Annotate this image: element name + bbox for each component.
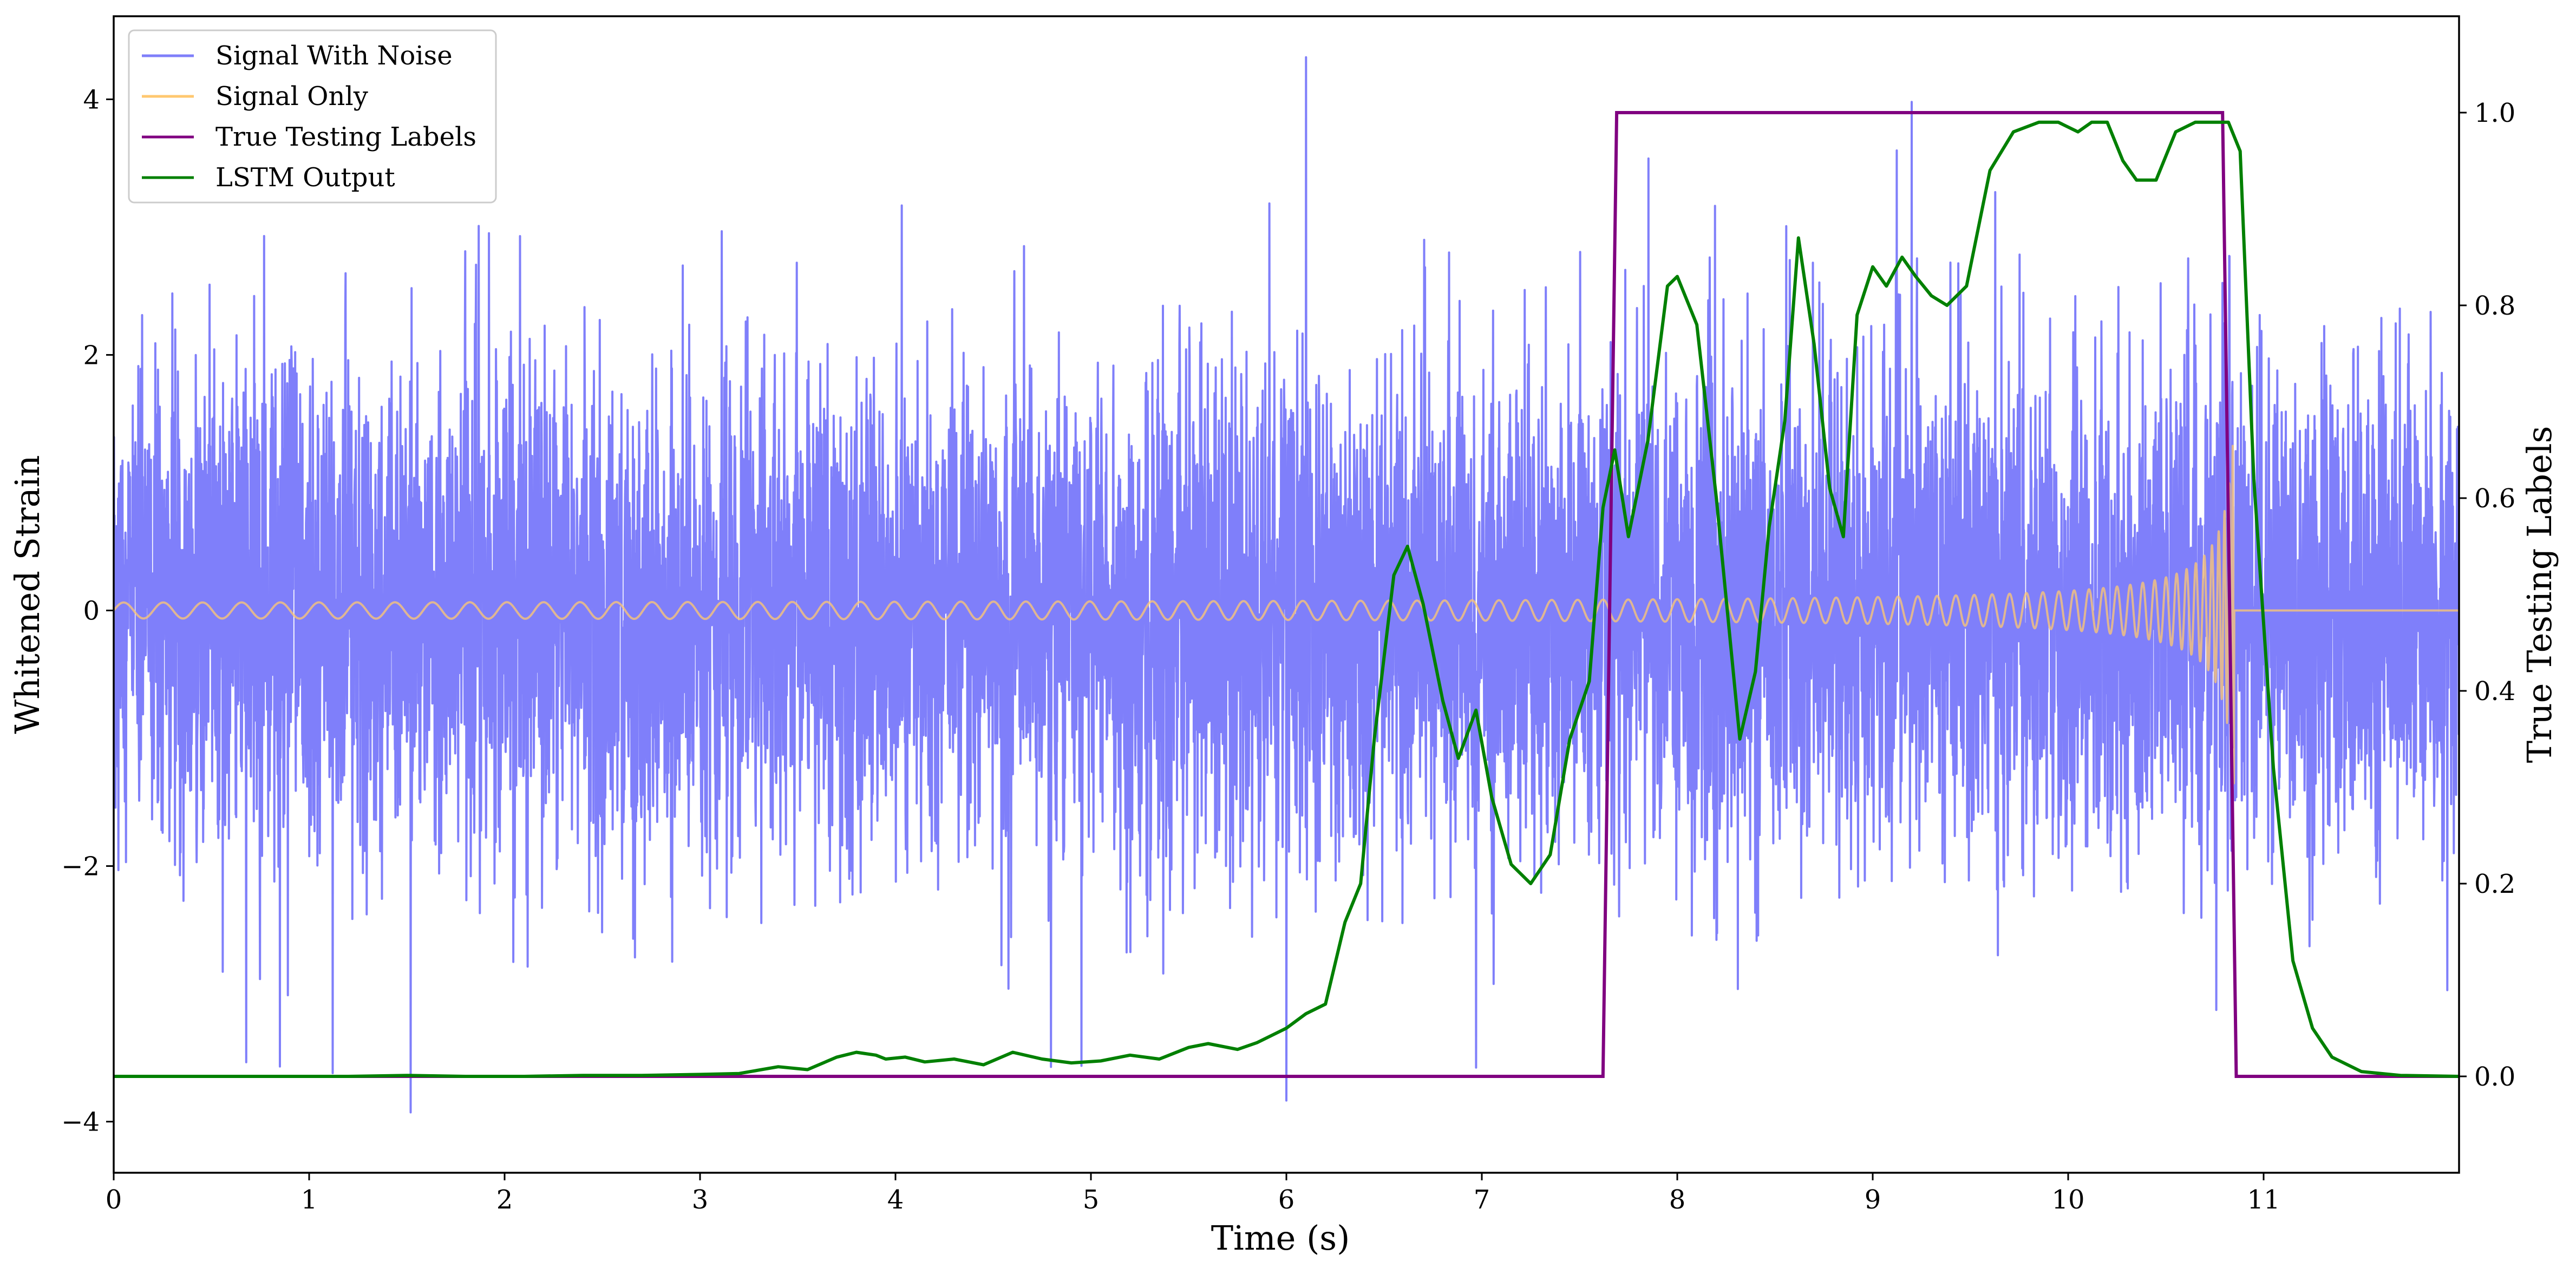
series-line-lstm-output (114, 120, 2459, 1078)
y-tick-label: −2 (61, 852, 100, 882)
y-axis-title: Whitened Strain (8, 455, 47, 734)
y-axis-right: 0.0 0.2 0.4 0.6 0.8 1.0 (2459, 98, 2515, 1092)
y-tick-label: 2 (83, 340, 100, 370)
legend-box (128, 29, 497, 204)
y2-axis-title: True Testing Labels (2520, 426, 2559, 763)
legend-label-lstm-output: LSTM Output (215, 162, 395, 193)
y-tick-label: 4 (83, 84, 100, 115)
legend: Signal With Noise Signal Only True Testi… (128, 29, 497, 204)
x-tick-label: 5 (1083, 1185, 1100, 1215)
y2-tick-label: 0.6 (2474, 484, 2515, 514)
x-tick-label: 10 (2051, 1185, 2084, 1215)
series-line-true-testing-labels (114, 111, 2459, 1078)
legend-label-true-testing-labels: True Testing Labels (215, 122, 476, 152)
x-tick-label: 1 (301, 1185, 318, 1215)
x-axis-title: Time (s) (1211, 1218, 1350, 1258)
y2-tick-label: 0.2 (2474, 869, 2515, 899)
x-tick-label: 11 (2247, 1185, 2280, 1215)
y2-tick-label: 0.8 (2474, 291, 2515, 321)
x-tick-label: 8 (1669, 1185, 1686, 1215)
y2-tick-label: 1.0 (2474, 98, 2515, 128)
y-axis-left: −4 −2 0 2 4 (61, 84, 114, 1138)
y2-tick-label: 0.0 (2474, 1062, 2515, 1092)
legend-label-signal-with-noise: Signal With Noise (215, 41, 453, 71)
x-tick-label: 3 (692, 1185, 709, 1215)
y2-tick-label: 0.4 (2474, 676, 2515, 707)
x-tick-label: 6 (1278, 1185, 1295, 1215)
x-axis: 0 1 2 3 4 5 6 7 8 9 10 11 (106, 1173, 2280, 1215)
legend-label-signal-only: Signal Only (215, 81, 368, 112)
y-tick-label: 0 (83, 596, 100, 626)
x-tick-label: 4 (887, 1185, 904, 1215)
series-line-signal-with-noise (114, 56, 2459, 1114)
x-tick-label: 7 (1474, 1185, 1490, 1215)
x-tick-label: 2 (496, 1185, 513, 1215)
series-line-signal-only (114, 445, 2459, 785)
x-tick-label: 0 (106, 1185, 122, 1215)
x-tick-label: 9 (1865, 1185, 1881, 1215)
y-tick-label: −4 (61, 1107, 100, 1138)
plot-area (114, 56, 2459, 1114)
